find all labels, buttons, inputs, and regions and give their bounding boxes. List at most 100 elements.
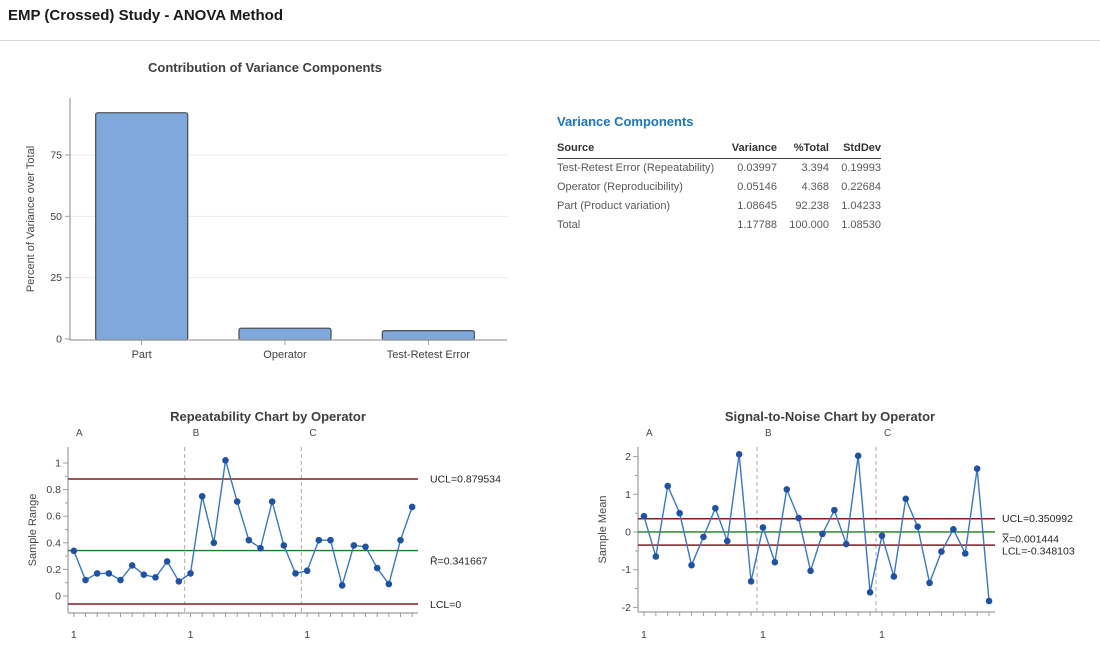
x-group-label: 1: [879, 629, 885, 641]
source-cell: Part (Product variation): [557, 200, 671, 212]
data-point: [842, 540, 850, 548]
y-tick-label: -1: [622, 564, 631, 576]
data-point: [938, 548, 945, 555]
x-group-label: 1: [188, 629, 194, 641]
data-point: [268, 498, 276, 505]
data-point: [807, 567, 814, 575]
category-label: Part: [132, 349, 152, 361]
data-point: [82, 576, 89, 584]
data-point: [712, 504, 719, 512]
value-cell: 0.19993: [841, 162, 881, 174]
data-point: [187, 570, 194, 577]
data-point: [664, 482, 672, 490]
y-tick-label: 50: [50, 211, 62, 223]
column-header: Source: [557, 140, 725, 159]
data-point: [198, 492, 206, 500]
data-point: [890, 573, 898, 580]
source-cell: Operator (Reproducibility): [557, 181, 683, 193]
data-point: [373, 564, 381, 572]
title-divider: [0, 40, 1100, 41]
operator-label: C: [309, 428, 316, 439]
data-point: [128, 562, 136, 569]
data-point: [854, 452, 862, 460]
ucl-label: UCL=0.350992: [1002, 513, 1073, 525]
data-point: [878, 532, 886, 540]
data-point: [700, 533, 707, 541]
value-cell: 1.08645: [737, 200, 777, 212]
value-cell: 1.08530: [841, 219, 881, 231]
data-point: [280, 542, 288, 549]
variance-components-table: Source Variance %Total StdDev Test-Retest E…: [557, 140, 881, 235]
data-point: [747, 578, 755, 585]
data-point: [676, 509, 683, 517]
data-point: [902, 495, 910, 503]
data-point: [866, 589, 874, 596]
y-tick-label: -2: [622, 602, 631, 614]
data-point: [70, 547, 78, 555]
data-point: [350, 542, 358, 549]
data-point: [985, 597, 993, 605]
y-tick-label: 1: [55, 458, 61, 470]
category-label: Operator: [263, 349, 307, 361]
operator-label: A: [76, 428, 83, 439]
data-point: [385, 580, 393, 588]
column-header: %Total: [777, 140, 829, 159]
value-cell: 1.17788: [737, 219, 777, 231]
data-point: [723, 537, 731, 545]
table-row: Total 1.17788 100.000 1.08530: [557, 216, 881, 235]
y-axis-label: Sample Range: [27, 494, 39, 567]
x-group-label: 1: [71, 629, 77, 641]
data-point: [652, 553, 660, 560]
y-tick-label: 0.8: [46, 484, 61, 496]
value-cell: 0.03997: [737, 162, 777, 174]
source-cell: Test-Retest Error (Repeatability): [557, 162, 715, 174]
x-group-label: 1: [760, 629, 766, 641]
value-cell: 4.368: [801, 181, 829, 193]
variance-components-heading: Variance Components: [557, 114, 694, 129]
value-cell: 0.05146: [737, 181, 777, 193]
chart-title: Contribution of Variance Components: [148, 60, 382, 75]
y-axis-label: Percent of Variance over Total: [25, 146, 37, 292]
operator-label: A: [646, 428, 653, 439]
data-point: [105, 570, 113, 577]
ucl-label: UCL=0.879534: [430, 474, 501, 486]
data-point: [950, 526, 957, 533]
y-tick-label: 0.2: [46, 564, 61, 576]
value-cell: 1.04233: [841, 200, 881, 212]
repeatability-chart: Repeatability Chart by Operator Sample Ra…: [27, 409, 501, 641]
data-point: [222, 457, 229, 464]
data-point: [93, 570, 101, 577]
data-point: [688, 561, 695, 569]
column-header: Variance: [725, 140, 777, 159]
table-row: Operator (Reproducibility) 0.05146 4.368 0.…: [557, 178, 881, 197]
y-tick-label: 0: [625, 527, 631, 539]
data-point: [210, 539, 218, 547]
data-point: [362, 543, 369, 551]
data-point: [152, 574, 159, 581]
source-cell: Total: [557, 219, 581, 231]
lcl-label: LCL=-0.348103: [1002, 546, 1075, 558]
bar-test-retest-error: [381, 330, 475, 341]
data-point: [408, 503, 416, 511]
value-cell: 3.394: [801, 162, 829, 174]
operator-label: B: [765, 428, 772, 439]
data-point: [819, 530, 826, 538]
data-point: [303, 567, 311, 575]
y-tick-label: 0: [55, 591, 61, 603]
data-point: [926, 579, 933, 587]
y-tick-label: 2: [625, 451, 631, 463]
data-point: [163, 558, 171, 565]
data-point: [914, 523, 921, 531]
bar-part: [95, 112, 189, 341]
data-point: [640, 512, 648, 520]
data-point: [771, 558, 779, 566]
y-tick-label: 0.4: [46, 537, 61, 549]
data-point: [117, 576, 124, 584]
x-group-label: 1: [304, 629, 310, 641]
data-point: [795, 514, 802, 522]
column-header: StdDev: [829, 140, 881, 159]
page-title: EMP (Crossed) Study - ANOVA Method: [8, 7, 284, 24]
value-cell: 92.238: [795, 200, 829, 212]
y-tick-label: 1: [625, 489, 631, 501]
